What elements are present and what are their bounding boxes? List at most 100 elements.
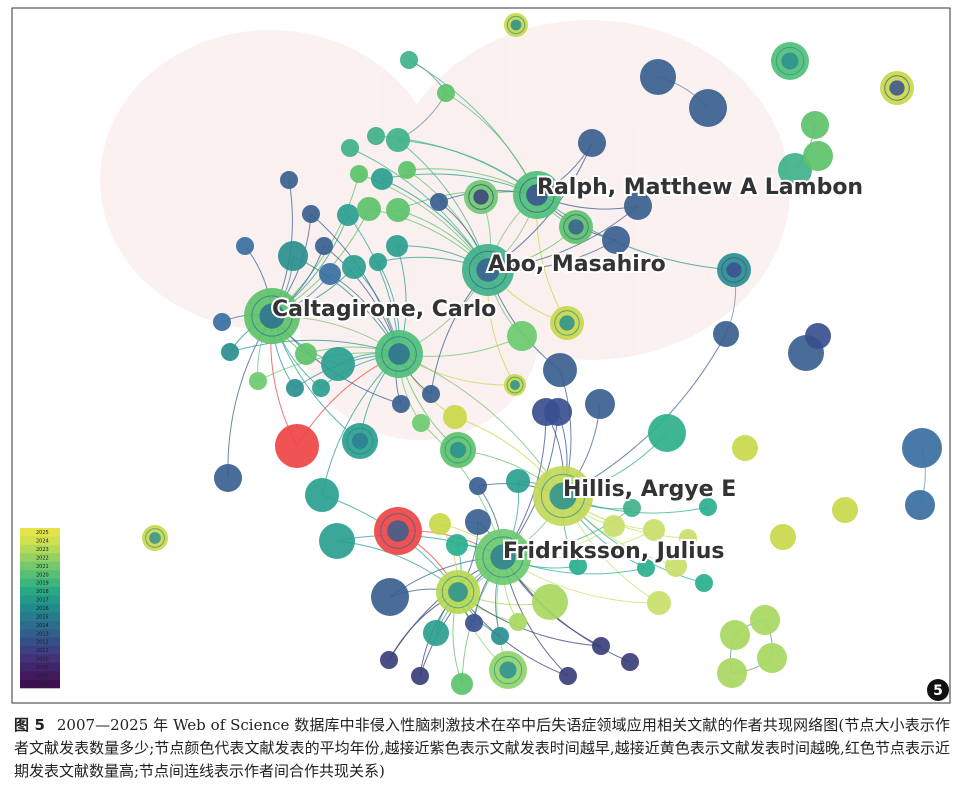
node bbox=[437, 84, 455, 102]
node-core bbox=[781, 52, 799, 70]
node bbox=[398, 161, 416, 179]
node bbox=[275, 424, 319, 468]
node-label: Caltagirone, Carlo bbox=[272, 297, 496, 322]
legend-swatch bbox=[20, 536, 60, 546]
node-core bbox=[387, 520, 409, 542]
node bbox=[465, 614, 483, 632]
node bbox=[305, 478, 339, 512]
node-ring bbox=[506, 376, 524, 394]
node-ring bbox=[563, 214, 589, 240]
legend-swatch bbox=[20, 637, 60, 647]
node bbox=[543, 353, 577, 387]
node bbox=[757, 643, 787, 673]
node bbox=[315, 237, 333, 255]
legend-label: 2018 bbox=[36, 589, 49, 595]
node bbox=[213, 313, 231, 331]
node-ring bbox=[493, 655, 523, 685]
node bbox=[832, 497, 858, 523]
legend-swatch bbox=[20, 645, 60, 655]
node bbox=[386, 128, 410, 152]
node bbox=[371, 578, 409, 616]
node-core bbox=[568, 219, 584, 235]
legend-label: 2017 bbox=[36, 598, 49, 604]
legend-label: 2023 bbox=[36, 547, 49, 553]
nodes bbox=[142, 13, 942, 695]
legend-label: 2009 bbox=[36, 665, 49, 671]
node bbox=[214, 464, 242, 492]
legend-swatch bbox=[20, 553, 60, 562]
node bbox=[585, 389, 615, 419]
legend-swatch bbox=[20, 679, 60, 689]
badge: 5 bbox=[933, 683, 943, 699]
node bbox=[469, 477, 487, 495]
node bbox=[803, 141, 833, 171]
node-core bbox=[510, 19, 522, 31]
caption-label: 图 5 bbox=[14, 716, 45, 734]
node bbox=[380, 651, 398, 669]
node bbox=[342, 255, 366, 279]
caption: 图 5 2007—2025 年 Web of Science 数据库中非侵入性脑刺… bbox=[14, 714, 950, 783]
node bbox=[386, 198, 410, 222]
legend-label: 2014 bbox=[36, 623, 49, 629]
node-core bbox=[726, 262, 742, 278]
node-core bbox=[259, 303, 285, 329]
legend-swatch bbox=[20, 662, 60, 672]
badge-circle bbox=[927, 679, 949, 701]
node bbox=[319, 523, 355, 559]
node bbox=[280, 171, 298, 189]
legend-swatch bbox=[20, 612, 60, 621]
legend-swatch bbox=[20, 578, 60, 588]
node-labels: Ralph, Matthew A Lambon Abo, Masahiro Calt… bbox=[270, 173, 865, 566]
node bbox=[509, 613, 527, 631]
node bbox=[392, 395, 410, 413]
node bbox=[532, 584, 568, 620]
node bbox=[569, 557, 587, 575]
node bbox=[643, 519, 665, 541]
color-legend: 2025 2024 2023 2022 2021 2020 2019 2018 2017 2016… bbox=[20, 528, 60, 689]
node bbox=[319, 263, 341, 285]
node-ring bbox=[554, 310, 580, 336]
node bbox=[249, 372, 267, 390]
node-ring bbox=[468, 250, 508, 290]
node bbox=[278, 241, 308, 271]
node bbox=[648, 414, 686, 452]
legend-label: 2019 bbox=[36, 581, 49, 587]
legend-swatch bbox=[20, 629, 60, 638]
node-core bbox=[448, 582, 468, 602]
node bbox=[720, 620, 750, 650]
node bbox=[713, 321, 739, 347]
node bbox=[312, 379, 330, 397]
node-ring bbox=[506, 15, 526, 35]
node bbox=[386, 235, 408, 257]
node bbox=[286, 379, 304, 397]
node bbox=[679, 529, 697, 547]
node-core bbox=[149, 532, 161, 544]
node-core bbox=[351, 432, 369, 450]
node bbox=[400, 51, 418, 69]
node bbox=[429, 513, 451, 535]
node-ring bbox=[381, 336, 417, 372]
legend-swatch bbox=[20, 528, 60, 537]
node-core bbox=[473, 189, 489, 205]
node bbox=[507, 321, 537, 351]
node-core bbox=[490, 544, 516, 570]
node bbox=[695, 574, 713, 592]
node-ring bbox=[721, 257, 747, 283]
legend-label: 2010 bbox=[36, 657, 49, 663]
caption-text: 2007—2025 年 Web of Science 数据库中非侵入性脑刺激技术… bbox=[14, 716, 950, 780]
node bbox=[221, 343, 239, 361]
node bbox=[647, 591, 671, 615]
node-ring bbox=[145, 528, 165, 548]
node bbox=[623, 499, 641, 517]
node-ring bbox=[884, 75, 910, 101]
node bbox=[369, 253, 387, 271]
legend-label: 2021 bbox=[36, 564, 49, 570]
legend-label: 2020 bbox=[36, 572, 49, 578]
node-ring bbox=[346, 427, 374, 455]
legend-label: 2012 bbox=[36, 640, 49, 646]
node bbox=[637, 559, 655, 577]
node bbox=[805, 323, 831, 349]
node bbox=[446, 534, 468, 556]
node bbox=[532, 398, 560, 426]
